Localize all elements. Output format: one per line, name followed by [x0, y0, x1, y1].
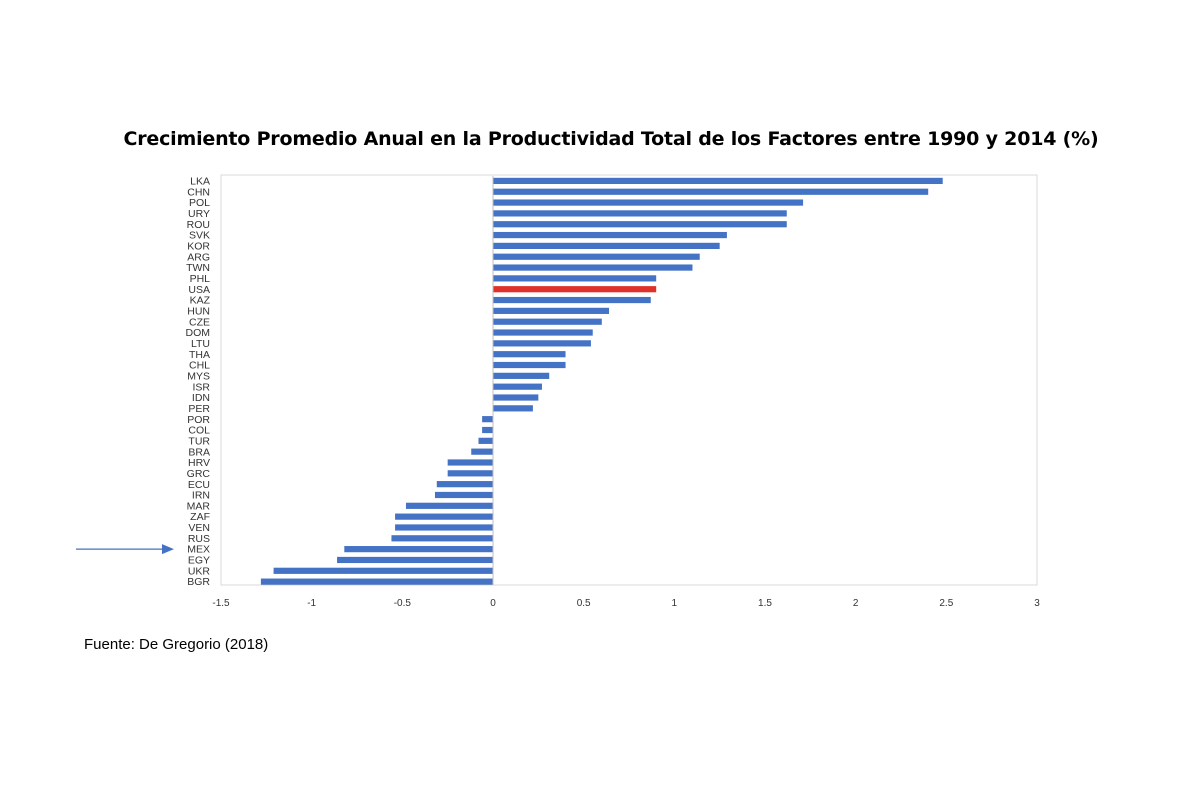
bar-idn	[493, 394, 539, 401]
bars-group	[260, 177, 943, 585]
category-label-isr: ISR	[192, 381, 210, 393]
bar-rou	[493, 221, 787, 228]
category-label-mys: MYS	[187, 370, 210, 382]
bar-lka	[493, 177, 943, 185]
category-label-ecu: ECU	[188, 479, 210, 491]
bar-usa	[493, 286, 657, 293]
bar-svk	[493, 231, 727, 239]
category-label-tur: TUR	[188, 435, 210, 447]
category-label-dom: DOM	[186, 327, 211, 339]
category-label-col: COL	[188, 425, 210, 437]
category-label-rus: RUS	[188, 533, 210, 545]
bar-irn	[434, 491, 493, 499]
bar-bra	[471, 448, 493, 455]
bar-por	[482, 416, 493, 423]
bar-isr	[493, 383, 542, 390]
category-label-bgr: BGR	[187, 576, 210, 588]
source-note: Fuente: De Gregorio (2018)	[84, 636, 269, 653]
bar-egy	[337, 556, 493, 564]
category-label-per: PER	[188, 403, 210, 415]
x-tick-label: 2	[853, 598, 859, 609]
bar-rus	[391, 535, 493, 542]
category-label-chl: CHL	[189, 360, 210, 372]
bar-pol	[493, 199, 804, 206]
category-label-rou: ROU	[187, 219, 210, 231]
x-tick-label: -1.5	[212, 598, 230, 609]
bar-arg	[493, 253, 700, 260]
category-label-hun: HUN	[187, 305, 210, 317]
bar-mys	[493, 372, 550, 379]
category-label-kaz: KAZ	[190, 295, 211, 307]
chart-title: Crecimiento Promedio Anual en la Product…	[123, 128, 1099, 150]
arrow-head	[162, 544, 174, 555]
x-tick-labels: -1.5 -1 -0.5 0 0.5 1 1.5 2 2.5 3	[212, 598, 1040, 609]
bar-zaf	[395, 513, 493, 520]
category-label-phl: PHL	[190, 273, 211, 285]
category-label-cze: CZE	[189, 316, 210, 328]
bar-bgr	[260, 578, 493, 585]
bar-grc	[447, 470, 493, 477]
bar-ury	[493, 210, 787, 217]
category-label-zaf: ZAF	[190, 511, 210, 523]
bar-ecu	[436, 481, 493, 488]
bar-ltu	[493, 340, 591, 347]
category-label-svk: SVK	[189, 230, 210, 242]
category-label-ven: VEN	[188, 522, 210, 534]
bar-col	[482, 426, 493, 434]
bar-mex	[344, 546, 493, 553]
x-tick-label: 3	[1034, 598, 1040, 609]
category-label-grc: GRC	[187, 468, 211, 480]
category-label-pol: POL	[189, 197, 210, 209]
bar-hrv	[447, 459, 493, 466]
category-label-hrv: HRV	[188, 457, 210, 469]
plot-area-border	[220, 174, 1038, 586]
bar-tha	[493, 351, 566, 358]
bar-kaz	[493, 296, 651, 304]
category-labels: LKACHNPOLURYROUSVKKORARGTWNPHLUSAKAZHUNC…	[186, 176, 211, 589]
category-label-chn: CHN	[187, 186, 210, 198]
category-label-ukr: UKR	[188, 565, 211, 577]
category-label-ury: URY	[188, 208, 210, 220]
bar-dom	[493, 329, 593, 336]
bar-ukr	[273, 567, 493, 574]
bar-mar	[405, 502, 493, 509]
x-tick-label: -1	[307, 598, 316, 609]
category-label-irn: IRN	[192, 490, 210, 502]
bar-twn	[493, 264, 693, 271]
bar-phl	[493, 275, 657, 282]
bar-chn	[493, 188, 929, 195]
bar-per	[493, 405, 533, 412]
category-label-twn: TWN	[186, 262, 210, 274]
x-tick-label: 1.5	[758, 598, 772, 609]
x-tick-label: 1	[672, 598, 678, 609]
bar-tur	[478, 437, 493, 444]
category-label-ltu: LTU	[191, 338, 210, 350]
category-label-tha: THA	[189, 349, 210, 361]
category-label-egy: EGY	[188, 555, 210, 567]
category-label-usa: USA	[188, 284, 210, 296]
category-label-mex: MEX	[187, 544, 210, 556]
mex-arrow-annotation	[76, 544, 174, 555]
x-tick-label: -0.5	[394, 598, 412, 609]
category-label-mar: MAR	[187, 500, 211, 512]
x-tick-label: 0	[490, 598, 496, 609]
bar-chl	[493, 361, 566, 369]
category-label-bra: BRA	[188, 446, 210, 458]
x-tick-label: 0.5	[577, 598, 591, 609]
x-tick-label: 2.5	[939, 598, 953, 609]
bar-kor	[493, 242, 720, 249]
category-label-arg: ARG	[187, 251, 210, 263]
category-label-lka: LKA	[190, 176, 210, 188]
bar-cze	[493, 318, 602, 325]
bar-hun	[493, 307, 610, 314]
bar-ven	[395, 524, 493, 531]
category-label-por: POR	[187, 414, 210, 426]
category-label-idn: IDN	[192, 392, 210, 404]
category-label-kor: KOR	[187, 240, 210, 252]
